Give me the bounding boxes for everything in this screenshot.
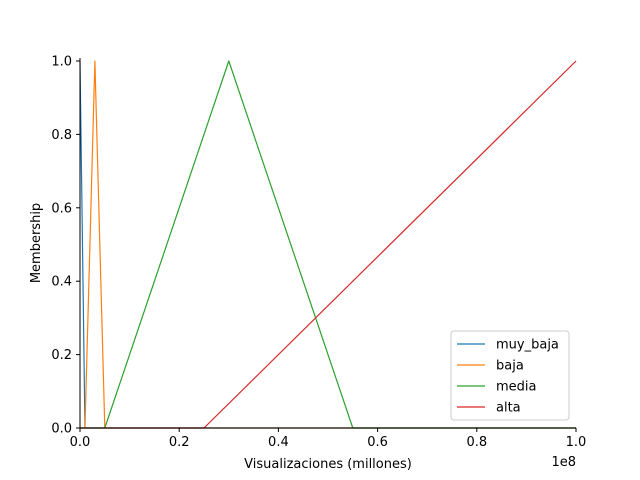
x-ticks: 0.0 0.2 0.4 0.6 0.8 1.0 [70,428,587,450]
x-tick-label: 0.0 [70,435,91,450]
legend-label-baja: baja [496,359,524,374]
y-tick-label: 1.0 [51,55,72,70]
x-tick-label: 0.4 [268,435,289,450]
y-tick-label: 0.2 [51,348,72,363]
y-ticks: 0.0 0.2 0.4 0.6 0.8 1.0 [51,55,80,437]
y-tick-label: 0.4 [51,275,72,290]
legend-label-media: media [496,380,537,395]
x-tick-label: 0.6 [367,435,388,450]
x-offset-label: 1e8 [551,455,576,470]
legend-label-alta: alta [496,401,521,416]
y-tick-label: 0.8 [51,128,72,143]
y-tick-label: 0.6 [51,201,72,216]
legend-label-muy-baja: muy_baja [496,338,559,353]
y-axis-label: Membership [29,203,44,283]
x-tick-label: 0.2 [169,435,190,450]
legend-box [450,330,570,421]
y-tick-label: 0.0 [51,422,72,437]
x-tick-label: 0.8 [466,435,487,450]
x-axis-label: Visualizaciones (millones) [244,457,412,472]
axes [79,58,576,429]
x-tick-label: 1.0 [566,435,587,450]
